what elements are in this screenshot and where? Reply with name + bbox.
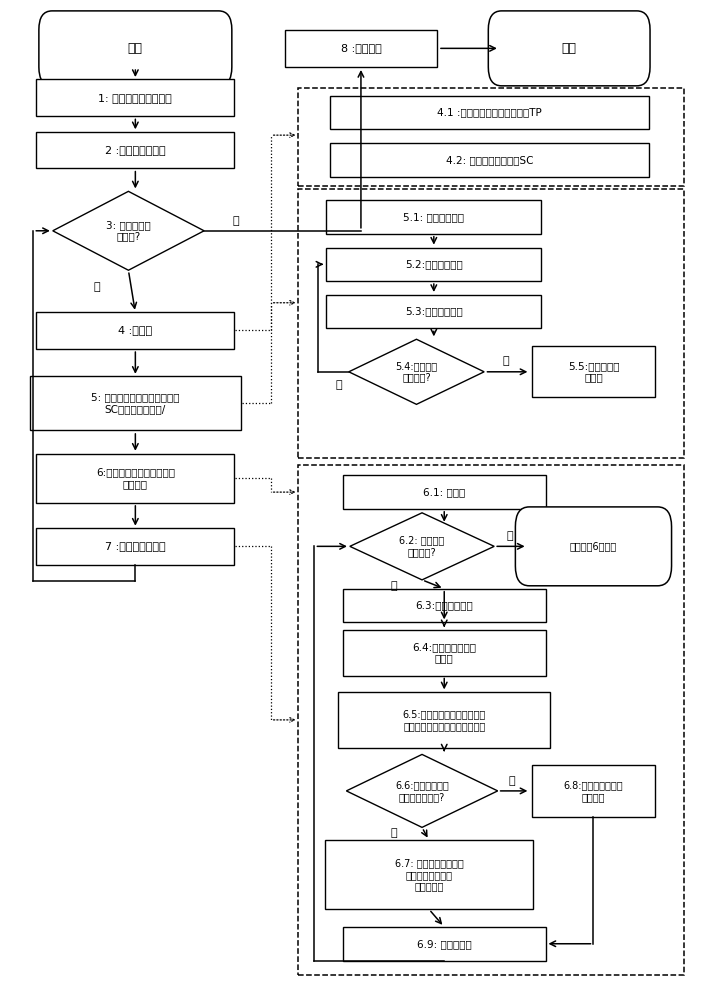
Text: 是: 是: [506, 531, 513, 541]
Text: 4 :初始化: 4 :初始化: [118, 325, 152, 335]
Bar: [36, 312, 234, 349]
Text: 是: 是: [233, 216, 239, 226]
Text: 8 :输出结果: 8 :输出结果: [341, 43, 382, 53]
Text: 是: 是: [509, 776, 515, 786]
Text: 6.3:查找关键路径: 6.3:查找关键路径: [416, 601, 473, 611]
FancyBboxPatch shape: [515, 507, 672, 586]
Text: 否: 否: [94, 282, 101, 292]
Text: 5.1: 设置循环计数: 5.1: 设置循环计数: [404, 212, 464, 222]
FancyBboxPatch shape: [489, 11, 650, 86]
Bar: [326, 248, 542, 281]
Text: 开始: 开始: [128, 42, 143, 55]
Bar: [343, 589, 546, 622]
Bar: [532, 346, 655, 397]
Text: 7 :更新全局最优解: 7 :更新全局最优解: [105, 541, 166, 551]
Bar: [325, 840, 533, 909]
Text: 6.2: 是否满足
终止条件?: 6.2: 是否满足 终止条件?: [399, 536, 445, 557]
Text: 是: 是: [502, 356, 508, 366]
Text: 4.2: 随机生成方案选择SC: 4.2: 随机生成方案选择SC: [445, 155, 533, 165]
Text: 否: 否: [391, 581, 398, 591]
Text: 6.6:是否找到改进
的测试方案选择?: 6.6:是否找到改进 的测试方案选择?: [395, 780, 449, 802]
Bar: [326, 200, 542, 234]
Text: 否: 否: [336, 380, 342, 390]
Bar: [299, 88, 684, 186]
Bar: [532, 765, 655, 817]
Text: 4.1 :优先权编码生成任务序列TP: 4.1 :优先权编码生成任务序列TP: [437, 107, 542, 117]
Bar: [338, 692, 550, 748]
Bar: [30, 376, 241, 430]
Bar: [343, 927, 546, 961]
Bar: [36, 454, 234, 503]
Bar: [36, 132, 234, 168]
Polygon shape: [53, 191, 204, 270]
Text: 6.8:更新局部最优解
和当前解: 6.8:更新局部最优解 和当前解: [564, 780, 623, 802]
Text: 终止: 终止: [561, 42, 577, 55]
Polygon shape: [350, 513, 494, 580]
Text: 6.1: 初始化: 6.1: 初始化: [423, 487, 465, 497]
Text: 2 :初始化参数设置: 2 :初始化参数设置: [105, 145, 166, 155]
Bar: [330, 143, 649, 177]
Bar: [343, 475, 546, 509]
Text: 3: 是否满足终
止条件?: 3: 是否满足终 止条件?: [106, 220, 151, 242]
Bar: [299, 464, 684, 975]
Text: 6:更新测试任务序列的测试
方案选择: 6:更新测试任务序列的测试 方案选择: [96, 468, 175, 489]
Text: 6.9: 更新禁忌表: 6.9: 更新禁忌表: [417, 939, 472, 949]
FancyBboxPatch shape: [39, 11, 232, 86]
Bar: [285, 30, 437, 67]
Text: 6.4:关键路径的邻域
解搜索: 6.4:关键路径的邻域 解搜索: [412, 642, 476, 664]
Polygon shape: [346, 754, 498, 827]
Bar: [36, 528, 234, 565]
Text: 6.7: 查找邻域中不属于
禁忌表的最优解，
更新当前解: 6.7: 查找邻域中不属于 禁忌表的最优解， 更新当前解: [394, 858, 463, 891]
Text: 5.3:计算开始时间: 5.3:计算开始时间: [405, 307, 463, 317]
Text: 5.2:寻找任务集合: 5.2:寻找任务集合: [405, 259, 463, 269]
Text: 否: 否: [391, 828, 398, 838]
Bar: [326, 295, 542, 328]
Text: 6.5:确定每一个领域对应的测
试方案选择集合的测试完成时间: 6.5:确定每一个领域对应的测 试方案选择集合的测试完成时间: [403, 709, 486, 731]
Text: 5.4:是否满足
终止条件?: 5.4:是否满足 终止条件?: [395, 361, 438, 383]
Polygon shape: [349, 339, 484, 404]
Bar: [343, 630, 546, 676]
Text: 5.5:获得测试完
成时间: 5.5:获得测试完 成时间: [568, 361, 620, 383]
Bar: [330, 96, 649, 129]
Bar: [299, 189, 684, 458]
Text: 1: 确定和分析测试任务: 1: 确定和分析测试任务: [98, 93, 172, 103]
Text: 5: 确定当前测试方案选择集合
SC的测试完成时间/: 5: 确定当前测试方案选择集合 SC的测试完成时间/: [91, 393, 180, 414]
Text: 结束步骤6的执行: 结束步骤6的执行: [570, 541, 617, 551]
Bar: [36, 79, 234, 116]
